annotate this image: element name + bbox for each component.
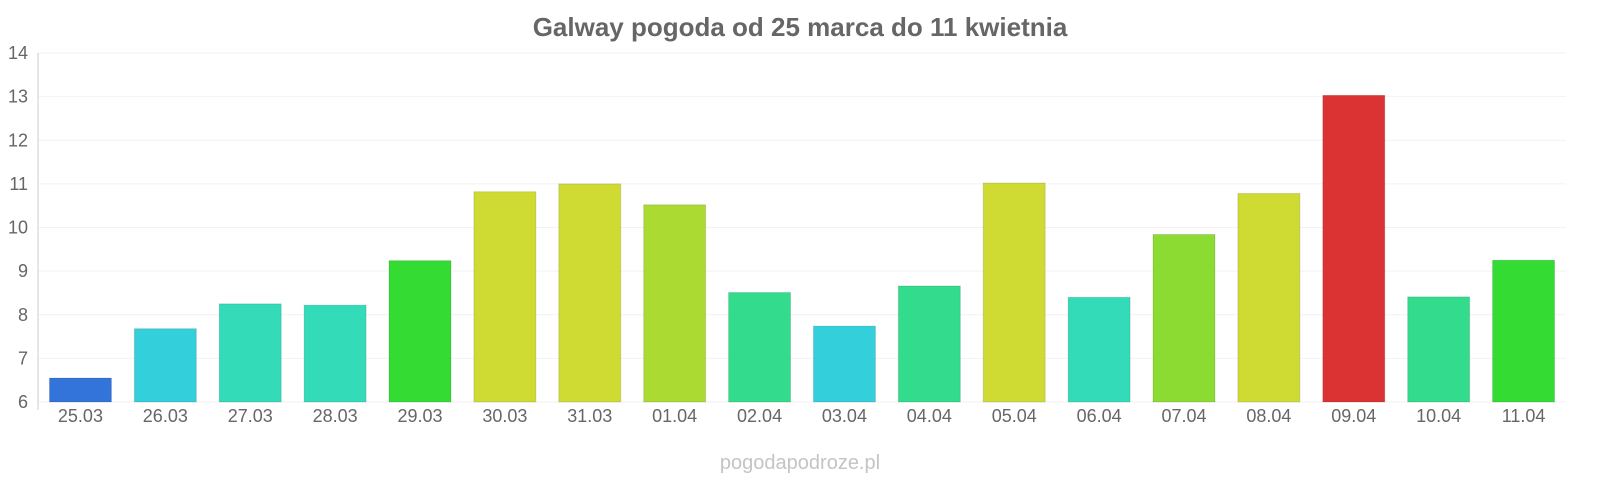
x-tick-label: 27.03 [228, 406, 273, 426]
bar-30.03 [473, 191, 537, 403]
bar-01.04 [643, 204, 707, 403]
bar-06.04 [1067, 296, 1131, 403]
chart-title: Galway pogoda od 25 marca do 11 kwietnia [533, 12, 1068, 42]
bar-07.04 [1152, 233, 1216, 403]
x-tick-label: 30.03 [482, 406, 527, 426]
x-tick-label: 10.04 [1416, 406, 1461, 426]
y-tick-label: 11 [9, 174, 28, 194]
x-axis-ticks: 25.03 26.03 27.03 28.03 29.03 30.03 31.03 01.04… [58, 406, 1545, 426]
y-tick-label: 14 [8, 43, 28, 63]
x-tick-label: 04.04 [907, 406, 952, 426]
y-tick-label: 7 [18, 348, 28, 368]
x-tick-label: 26.03 [143, 406, 188, 426]
y-tick-label: 12 [8, 130, 28, 150]
x-tick-label: 09.04 [1331, 406, 1376, 426]
y-axis-ticks: 6 7 8 9 10 11 12 13 14 [8, 43, 28, 412]
bar-03.04 [812, 325, 876, 403]
x-tick-label: 02.04 [737, 406, 782, 426]
x-tick-label: 28.03 [313, 406, 358, 426]
gridlines [38, 52, 1566, 403]
bar-09.04 [1322, 94, 1386, 403]
bar-26.03 [133, 328, 197, 403]
x-tick-label: 31.03 [567, 406, 612, 426]
x-tick-label: 07.04 [1161, 406, 1206, 426]
x-tick-label: 29.03 [397, 406, 442, 426]
y-tick-label: 13 [8, 87, 28, 107]
bar-08.04 [1237, 192, 1301, 403]
y-tick-label: 10 [8, 218, 28, 238]
x-tick-label: 03.04 [822, 406, 867, 426]
x-tick-label: 08.04 [1246, 406, 1291, 426]
y-tick-label: 9 [18, 261, 28, 281]
y-tick-label: 6 [18, 392, 28, 412]
bar-10.04 [1407, 296, 1471, 403]
watermark-text: pogodapodroze.pl [720, 452, 880, 474]
x-tick-label: 06.04 [1077, 406, 1122, 426]
bar-11.04 [1492, 259, 1556, 403]
y-tick-label: 8 [18, 305, 28, 325]
bar-25.03 [48, 377, 112, 403]
bar-02.04 [728, 292, 792, 403]
bar-29.03 [388, 260, 452, 403]
bar-28.03 [303, 304, 367, 403]
bars [48, 94, 1556, 403]
bar-31.03 [558, 183, 622, 403]
bar-05.04 [982, 182, 1046, 403]
x-tick-label: 25.03 [58, 406, 103, 426]
bar-04.04 [897, 285, 961, 403]
bar-27.03 [218, 303, 282, 403]
x-tick-label: 05.04 [992, 406, 1037, 426]
x-tick-label: 11.04 [1502, 406, 1546, 426]
x-tick-label: 01.04 [652, 406, 697, 426]
